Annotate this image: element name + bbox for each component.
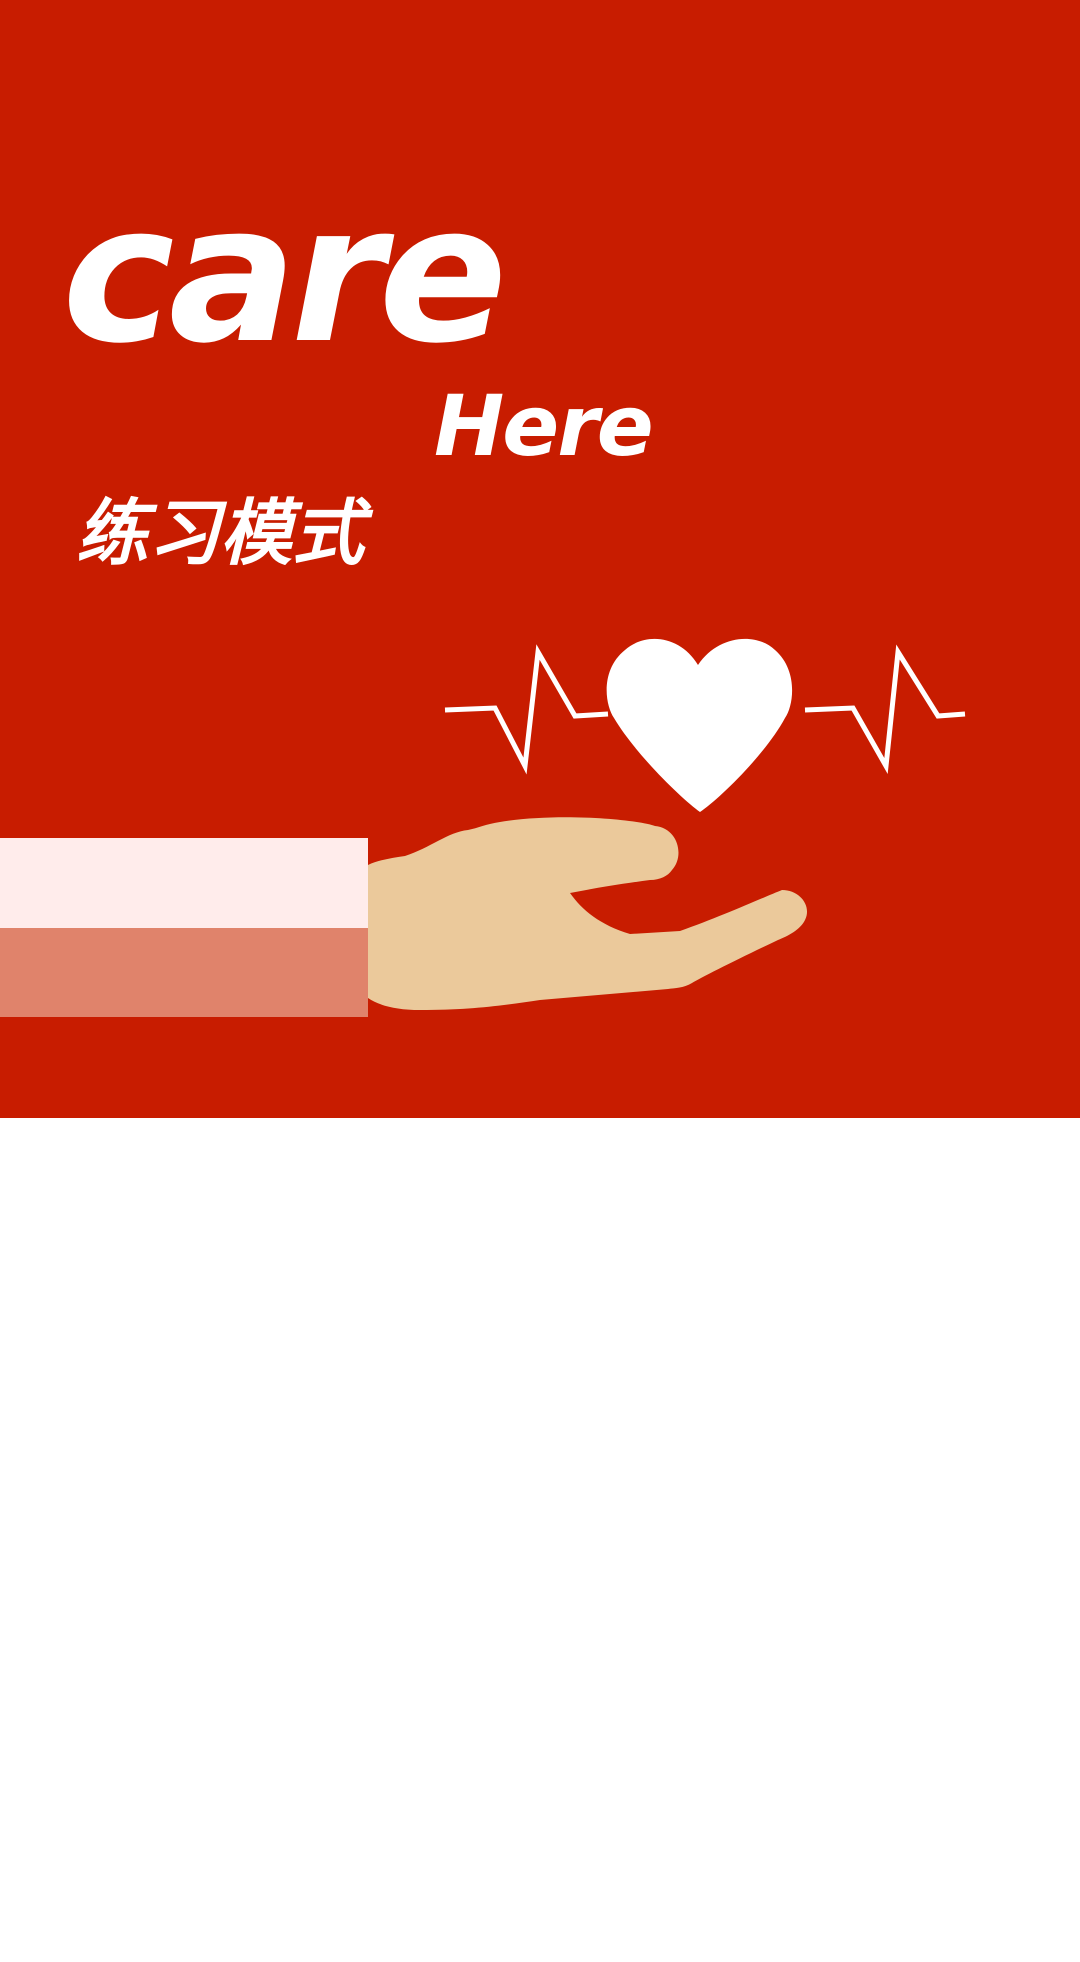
heart-icon [606,638,793,812]
splash-screen: care Here 练习模式 [0,0,1080,1118]
logo-word-care: care [62,164,507,385]
sleeve-icon [0,838,368,1017]
illustration [0,638,966,1017]
mode-title: 练习模式 [76,491,365,575]
hand-icon [368,817,808,1010]
heartbeat-line-icon [444,644,966,775]
logo-word-here: Here [434,377,654,475]
blank-content-area [0,1118,1080,1962]
